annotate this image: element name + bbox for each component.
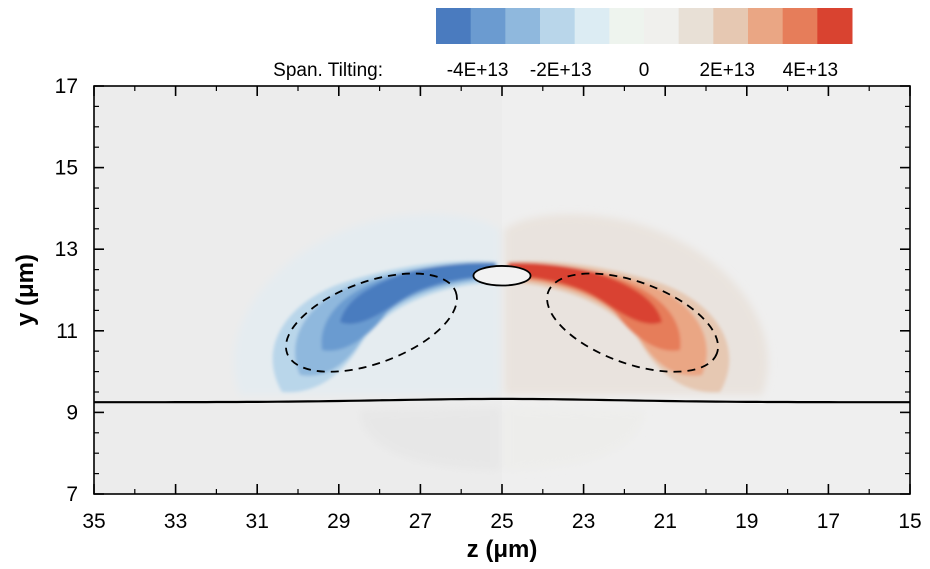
colorbar-swatch [713, 8, 749, 44]
x-tick-label: 19 [735, 510, 758, 533]
colorbar-swatch [644, 8, 680, 44]
colorbar-label: Span. Tilting: [273, 60, 383, 81]
y-axis: 7 9 11 13 15 17 [55, 75, 910, 506]
y-tick-label: 15 [55, 157, 78, 180]
x-tick-label: 25 [490, 510, 513, 533]
positive-tilting-region [507, 260, 730, 393]
colorbar-tick-label: 4E+13 [783, 60, 838, 81]
solid-contour [472, 265, 532, 287]
colorbar-tick-label: 0 [639, 60, 650, 81]
colorbar-swatch [609, 8, 645, 44]
colorbar-tick-label: -4E+13 [447, 60, 509, 81]
x-tick-label: 21 [654, 510, 677, 533]
colorbar-swatch [505, 8, 541, 44]
x-tick-label: 23 [572, 510, 595, 533]
contour-lines [285, 265, 719, 373]
x-tick-label: 17 [817, 510, 840, 533]
colorbar-tick-label: 2E+13 [699, 60, 754, 81]
colorbar-tick-labels: -4E+13 -2E+13 0 2E+13 4E+13 [447, 60, 838, 81]
negative-tilting-region [272, 260, 497, 393]
y-axis-title: y (μm) [12, 254, 39, 326]
dashed-contour [546, 272, 719, 373]
x-tick-label: 29 [327, 510, 350, 533]
interface-line [94, 397, 910, 404]
colorbar-swatch [574, 8, 610, 44]
colorbar-swatch [436, 8, 472, 44]
x-axis-title: z (μm) [467, 536, 538, 563]
y-tick-label: 17 [55, 75, 78, 98]
colorbar-swatch [782, 8, 818, 44]
x-axis: 35 33 31 29 27 25 23 21 19 17 15 [82, 86, 922, 533]
y-tick-label: 9 [66, 401, 78, 424]
colorbar [436, 8, 853, 44]
plot-area [93, 85, 911, 495]
colorbar-tick-label: -2E+13 [530, 60, 592, 81]
y-tick-label: 11 [56, 320, 78, 343]
colorbar-swatch [540, 8, 576, 44]
dashed-contour [285, 272, 458, 373]
x-tick-label: 35 [82, 510, 105, 533]
colorbar-swatch [470, 8, 506, 44]
y-tick-label: 7 [66, 483, 78, 506]
colorbar-swatch [748, 8, 784, 44]
colorbar-swatch [678, 8, 714, 44]
x-tick-label: 27 [409, 510, 432, 533]
x-tick-label: 33 [164, 510, 187, 533]
x-tick-label: 15 [898, 510, 921, 533]
y-tick-label: 13 [55, 238, 78, 261]
colorbar-swatch [817, 8, 853, 44]
x-tick-label: 31 [246, 510, 269, 533]
